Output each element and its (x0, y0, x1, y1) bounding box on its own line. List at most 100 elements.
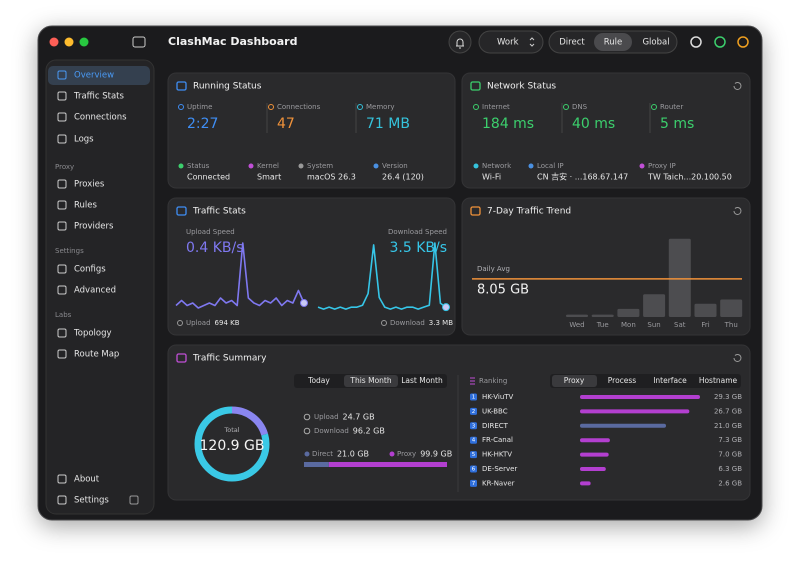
chevron (529, 37, 535, 47)
nav-item[interactable]: Providers (74, 222, 114, 232)
total-value: 3.3 MB (429, 319, 453, 327)
card-title: Running Status (193, 82, 262, 92)
detail-icon (178, 163, 184, 169)
toolbar-icon[interactable] (737, 36, 749, 48)
rank-badge (470, 479, 477, 487)
metric-icon (473, 104, 479, 110)
nav-item[interactable]: Route Map (74, 350, 119, 360)
window-control[interactable] (79, 37, 89, 47)
window-control[interactable] (64, 37, 74, 47)
trend-bar (720, 299, 743, 317)
sparkline (175, 242, 305, 309)
nav-icon (57, 200, 67, 210)
trend-bar (694, 303, 717, 317)
card-title: 7-Day Traffic Trend (487, 207, 571, 217)
rank-name: KR-Naver (482, 479, 515, 487)
period-option[interactable]: Last Month (401, 376, 443, 385)
mode-option[interactable]: Direct (559, 38, 585, 48)
ranking-tab-selected (552, 375, 597, 387)
detail-value: 26.4 (120) (382, 173, 424, 182)
refresh-button[interactable] (733, 81, 742, 90)
nav-item[interactable]: Configs (74, 265, 106, 275)
rank-badge (470, 407, 477, 415)
ranking-tab[interactable]: Interface (653, 376, 687, 385)
rank-name: DIRECT (482, 422, 509, 430)
detail-value: CN 吉安 · ...168.67.147 (537, 172, 628, 182)
toolbar-icon[interactable] (690, 36, 702, 48)
nav-item[interactable]: Settings (74, 496, 109, 506)
rank-number: 7 (472, 481, 476, 487)
card-icon (470, 206, 481, 216)
detail-value: TW Taich...20.100.50 (647, 173, 732, 182)
rank-number: 4 (472, 438, 476, 444)
nav-icon (57, 70, 67, 80)
metric-label: Memory (366, 103, 394, 111)
nav-item[interactable]: Traffic Stats (73, 92, 125, 102)
rank-number: 3 (472, 423, 476, 429)
sidebar-toggle[interactable] (132, 36, 146, 48)
period-option[interactable]: This Month (349, 376, 391, 385)
card-title: Traffic Summary (192, 354, 267, 364)
detail-label: System (307, 162, 333, 170)
ranking-tab[interactable]: Hostname (699, 376, 738, 385)
legend-dot (304, 451, 310, 457)
metric-icon (563, 104, 569, 110)
speed-label: Upload Speed (186, 228, 235, 236)
mode-option[interactable]: Rule (604, 38, 623, 48)
sidebar (45, 59, 155, 515)
nav-item[interactable]: Topology (73, 329, 112, 339)
card (461, 72, 751, 189)
rank-name: DE-Server (482, 465, 517, 473)
speed-label: Download Speed (388, 228, 447, 236)
detail-icon (373, 163, 379, 169)
nav-item[interactable]: Logs (74, 135, 94, 145)
ranking-icon (470, 377, 475, 385)
rank-name: HK-ViuTV (482, 393, 514, 401)
metric-value: 2:27 (187, 116, 218, 132)
ranking-tab[interactable]: Proxy (564, 376, 585, 385)
sparkline-end (442, 303, 450, 312)
rank-value: 6.3 GB (718, 465, 742, 473)
nav-item[interactable]: About (74, 475, 100, 485)
rank-bar (580, 409, 690, 414)
nav-item[interactable]: Overview (74, 71, 114, 81)
nav-icon (57, 179, 67, 189)
metric-value: 47 (277, 116, 295, 132)
metric-label: DNS (572, 103, 588, 111)
rank-name: HK-HKTV (482, 451, 512, 459)
route-value: 21.0 GB (337, 450, 369, 459)
nav-item[interactable]: Proxies (74, 180, 105, 190)
rank-value: 26.7 GB (714, 407, 742, 415)
refresh-button[interactable] (733, 206, 742, 215)
period-option[interactable]: Today (307, 376, 330, 385)
notifications-button[interactable] (448, 30, 472, 54)
detail-value: Wi-Fi (482, 173, 501, 182)
nav-item[interactable]: Advanced (74, 286, 116, 296)
split-bar (304, 462, 329, 467)
rank-number: 6 (472, 467, 476, 473)
rank-value: 7.3 GB (718, 436, 742, 444)
ranking-tabs[interactable] (550, 374, 741, 388)
nav-icon (57, 91, 67, 101)
rank-badge (470, 465, 477, 473)
profile-picker[interactable] (478, 30, 544, 54)
nav-item[interactable]: Rules (74, 201, 98, 211)
split-bar (328, 462, 447, 467)
total-label: Total (223, 426, 239, 434)
rank-bar (580, 423, 667, 428)
day-label: Mon (621, 321, 636, 329)
mode-option[interactable]: Global (642, 38, 669, 48)
trend-bar (643, 294, 666, 317)
nav-item[interactable]: Connections (74, 113, 127, 123)
ranking-tab[interactable]: Process (608, 376, 637, 385)
window-control[interactable] (49, 37, 59, 47)
donut-segment (194, 406, 270, 482)
rank-bar (580, 467, 606, 471)
toolbar-icon[interactable] (714, 36, 726, 48)
refresh-button[interactable] (733, 353, 742, 362)
detail-icon (639, 163, 645, 169)
legend-dot (389, 451, 395, 457)
total-label: Upload (186, 319, 211, 327)
detail-icon (298, 163, 304, 169)
